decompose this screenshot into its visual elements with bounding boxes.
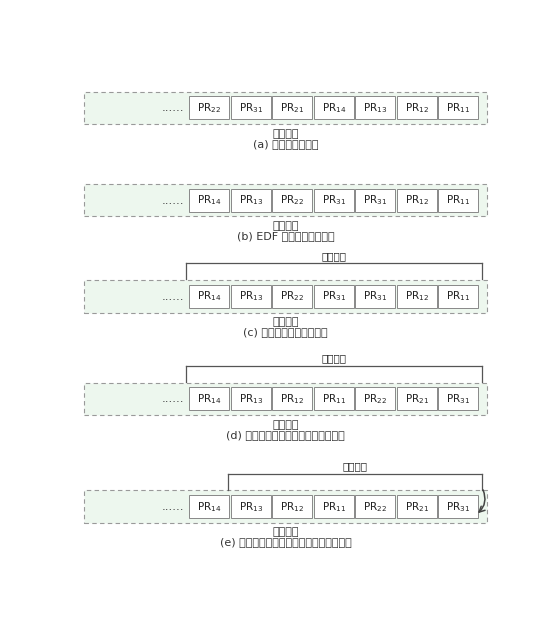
FancyBboxPatch shape [190, 188, 229, 211]
FancyBboxPatch shape [272, 188, 312, 211]
Text: $\mathrm{PR}_{11}$: $\mathrm{PR}_{11}$ [322, 499, 346, 514]
FancyBboxPatch shape [84, 91, 487, 124]
Text: 缓冲队列: 缓冲队列 [272, 129, 299, 139]
FancyBboxPatch shape [84, 383, 487, 415]
FancyBboxPatch shape [397, 285, 436, 308]
Text: 缓冲队列: 缓冲队列 [272, 317, 299, 327]
Text: ......: ...... [162, 193, 185, 207]
FancyBboxPatch shape [231, 285, 271, 308]
Text: 滑动窗口: 滑动窗口 [322, 353, 347, 363]
FancyBboxPatch shape [314, 188, 354, 211]
FancyBboxPatch shape [272, 285, 312, 308]
Text: 缓冲队列: 缓冲队列 [272, 221, 299, 231]
Text: $\mathrm{PR}_{22}$: $\mathrm{PR}_{22}$ [280, 193, 304, 207]
FancyBboxPatch shape [397, 188, 436, 211]
FancyBboxPatch shape [231, 188, 271, 211]
FancyBboxPatch shape [231, 495, 271, 518]
FancyBboxPatch shape [314, 96, 354, 119]
FancyBboxPatch shape [231, 388, 271, 411]
FancyBboxPatch shape [397, 96, 436, 119]
FancyBboxPatch shape [438, 285, 478, 308]
Text: 滑动窗口: 滑动窗口 [322, 251, 347, 261]
Text: $\mathrm{PR}_{31}$: $\mathrm{PR}_{31}$ [322, 193, 346, 207]
Text: ......: ...... [162, 500, 185, 513]
Text: ......: ...... [162, 392, 185, 406]
Text: $\mathrm{PR}_{12}$: $\mathrm{PR}_{12}$ [280, 499, 304, 514]
FancyBboxPatch shape [231, 96, 271, 119]
FancyBboxPatch shape [355, 188, 395, 211]
Text: (c) 带滑动窗口的缓冲队列: (c) 带滑动窗口的缓冲队列 [243, 327, 328, 337]
Text: $\mathrm{PR}_{11}$: $\mathrm{PR}_{11}$ [446, 289, 470, 304]
Text: $\mathrm{PR}_{13}$: $\mathrm{PR}_{13}$ [363, 101, 387, 114]
FancyBboxPatch shape [190, 388, 229, 411]
FancyBboxPatch shape [272, 388, 312, 411]
Text: 缓冲队列: 缓冲队列 [272, 420, 299, 430]
FancyBboxPatch shape [438, 495, 478, 518]
Text: $\mathrm{PR}_{31}$: $\mathrm{PR}_{31}$ [363, 193, 387, 207]
Text: (a) 调度前缓冲队列: (a) 调度前缓冲队列 [253, 139, 318, 149]
FancyBboxPatch shape [84, 281, 487, 313]
Text: $\mathrm{PR}_{21}$: $\mathrm{PR}_{21}$ [404, 392, 429, 406]
Text: $\mathrm{PR}_{13}$: $\mathrm{PR}_{13}$ [239, 392, 263, 406]
Text: $\mathrm{PR}_{12}$: $\mathrm{PR}_{12}$ [280, 392, 304, 406]
FancyBboxPatch shape [438, 388, 478, 411]
FancyBboxPatch shape [438, 188, 478, 211]
Text: $\mathrm{PR}_{21}$: $\mathrm{PR}_{21}$ [280, 101, 304, 114]
FancyBboxPatch shape [84, 184, 487, 216]
FancyBboxPatch shape [314, 285, 354, 308]
FancyBboxPatch shape [190, 285, 229, 308]
Text: $\mathrm{PR}_{22}$: $\mathrm{PR}_{22}$ [197, 101, 222, 114]
Text: $\mathrm{PR}_{31}$: $\mathrm{PR}_{31}$ [239, 101, 263, 114]
Text: $\mathrm{PR}_{11}$: $\mathrm{PR}_{11}$ [322, 392, 346, 406]
Text: $\mathrm{PR}_{31}$: $\mathrm{PR}_{31}$ [446, 392, 470, 406]
FancyBboxPatch shape [438, 96, 478, 119]
Text: $\mathrm{PR}_{14}$: $\mathrm{PR}_{14}$ [197, 289, 222, 304]
FancyBboxPatch shape [272, 495, 312, 518]
Text: ......: ...... [162, 101, 185, 114]
Text: $\mathrm{PR}_{13}$: $\mathrm{PR}_{13}$ [239, 499, 263, 514]
FancyBboxPatch shape [397, 495, 436, 518]
FancyBboxPatch shape [355, 495, 395, 518]
FancyBboxPatch shape [190, 495, 229, 518]
FancyBboxPatch shape [314, 388, 354, 411]
Text: 滑动窗口: 滑动窗口 [342, 461, 368, 471]
Text: $\mathrm{PR}_{12}$: $\mathrm{PR}_{12}$ [404, 193, 429, 207]
Text: 缓冲队列: 缓冲队列 [272, 527, 299, 537]
Text: (b) EDF 排序后的缓冲队列: (b) EDF 排序后的缓冲队列 [237, 231, 334, 241]
FancyBboxPatch shape [84, 490, 487, 522]
FancyBboxPatch shape [272, 96, 312, 119]
Text: $\mathrm{PR}_{13}$: $\mathrm{PR}_{13}$ [239, 289, 263, 304]
FancyBboxPatch shape [397, 388, 436, 411]
Text: $\mathrm{PR}_{12}$: $\mathrm{PR}_{12}$ [404, 101, 429, 114]
Text: $\mathrm{PR}_{31}$: $\mathrm{PR}_{31}$ [322, 289, 346, 304]
FancyBboxPatch shape [190, 96, 229, 119]
FancyBboxPatch shape [355, 388, 395, 411]
Text: $\mathrm{PR}_{14}$: $\mathrm{PR}_{14}$ [197, 392, 222, 406]
Text: (d) 滑动窗口内优先级排序后缓冲队列: (d) 滑动窗口内优先级排序后缓冲队列 [226, 430, 345, 440]
FancyBboxPatch shape [314, 495, 354, 518]
Text: $\mathrm{PR}_{21}$: $\mathrm{PR}_{21}$ [404, 499, 429, 514]
Text: $\mathrm{PR}_{31}$: $\mathrm{PR}_{31}$ [446, 499, 470, 514]
Text: $\mathrm{PR}_{14}$: $\mathrm{PR}_{14}$ [197, 499, 222, 514]
Text: (e) 调度任务并移动滑动窗口后的缓冲队列: (e) 调度任务并移动滑动窗口后的缓冲队列 [220, 537, 352, 547]
Text: $\mathrm{PR}_{31}$: $\mathrm{PR}_{31}$ [363, 289, 387, 304]
Text: $\mathrm{PR}_{12}$: $\mathrm{PR}_{12}$ [404, 289, 429, 304]
Text: ......: ...... [162, 290, 185, 303]
FancyBboxPatch shape [355, 285, 395, 308]
Text: $\mathrm{PR}_{13}$: $\mathrm{PR}_{13}$ [239, 193, 263, 207]
Text: $\mathrm{PR}_{11}$: $\mathrm{PR}_{11}$ [446, 101, 470, 114]
Text: $\mathrm{PR}_{14}$: $\mathrm{PR}_{14}$ [322, 101, 346, 114]
FancyBboxPatch shape [355, 96, 395, 119]
Text: $\mathrm{PR}_{22}$: $\mathrm{PR}_{22}$ [363, 392, 387, 406]
Text: $\mathrm{PR}_{11}$: $\mathrm{PR}_{11}$ [446, 193, 470, 207]
Text: $\mathrm{PR}_{22}$: $\mathrm{PR}_{22}$ [280, 289, 304, 304]
Text: $\mathrm{PR}_{22}$: $\mathrm{PR}_{22}$ [363, 499, 387, 514]
Text: $\mathrm{PR}_{14}$: $\mathrm{PR}_{14}$ [197, 193, 222, 207]
